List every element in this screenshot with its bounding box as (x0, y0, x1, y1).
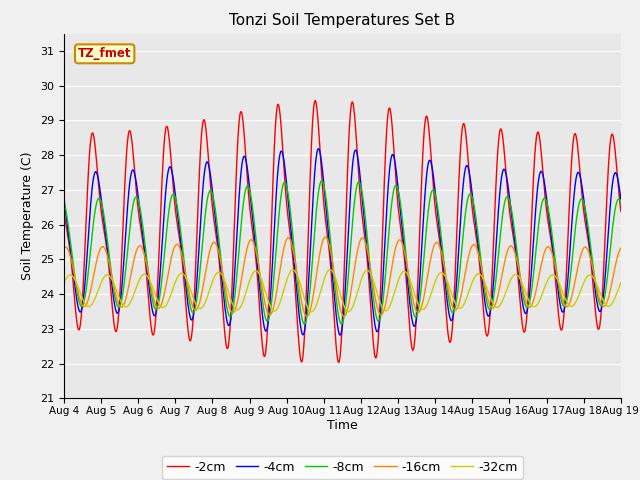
-4cm (60, 196, 68, 202)
-16cm (429, 248, 436, 253)
-2cm (335, 360, 342, 365)
-16cm (520, 292, 528, 298)
-32cm (183, 277, 191, 283)
-8cm (520, 298, 528, 304)
-4cm (315, 146, 323, 152)
-2cm (429, 173, 436, 179)
-8cm (337, 321, 345, 327)
Line: -2cm: -2cm (64, 101, 621, 362)
-2cm (568, 151, 576, 157)
-32cm (520, 286, 528, 291)
Line: -16cm: -16cm (64, 237, 621, 316)
-2cm (617, 208, 625, 214)
X-axis label: Time: Time (327, 419, 358, 432)
-16cm (278, 252, 286, 258)
-16cm (183, 278, 191, 284)
-16cm (292, 264, 300, 269)
Line: -4cm: -4cm (64, 149, 621, 335)
-2cm (292, 298, 300, 304)
-4cm (617, 196, 625, 202)
-2cm (60, 208, 68, 214)
-8cm (60, 200, 68, 205)
-4cm (278, 150, 286, 156)
-4cm (429, 167, 436, 173)
-32cm (292, 270, 300, 276)
-4cm (336, 332, 344, 338)
-32cm (568, 303, 576, 309)
-32cm (429, 287, 436, 292)
Line: -32cm: -32cm (64, 270, 621, 312)
Title: Tonzi Soil Temperatures Set B: Tonzi Soil Temperatures Set B (229, 13, 456, 28)
-8cm (183, 283, 191, 288)
-32cm (60, 280, 68, 286)
-16cm (568, 292, 576, 298)
Text: TZ_fmet: TZ_fmet (78, 48, 131, 60)
-2cm (183, 316, 191, 322)
-8cm (568, 257, 576, 263)
-8cm (292, 266, 300, 272)
-16cm (321, 234, 329, 240)
-4cm (292, 280, 300, 286)
Legend: -2cm, -4cm, -8cm, -16cm, -32cm: -2cm, -4cm, -8cm, -16cm, -32cm (162, 456, 523, 479)
-2cm (520, 329, 528, 335)
-4cm (568, 217, 576, 223)
-2cm (278, 143, 286, 148)
-16cm (617, 245, 625, 251)
-8cm (278, 184, 286, 190)
-4cm (183, 294, 191, 300)
-16cm (303, 313, 310, 319)
-4cm (520, 308, 528, 313)
Line: -8cm: -8cm (64, 180, 621, 324)
-2cm (312, 98, 319, 104)
-32cm (278, 292, 286, 298)
-8cm (318, 178, 326, 183)
-32cm (308, 309, 316, 314)
-8cm (617, 200, 625, 205)
-16cm (60, 245, 68, 251)
-32cm (326, 267, 334, 273)
-32cm (617, 280, 625, 286)
-8cm (429, 187, 436, 193)
Y-axis label: Soil Temperature (C): Soil Temperature (C) (22, 152, 35, 280)
